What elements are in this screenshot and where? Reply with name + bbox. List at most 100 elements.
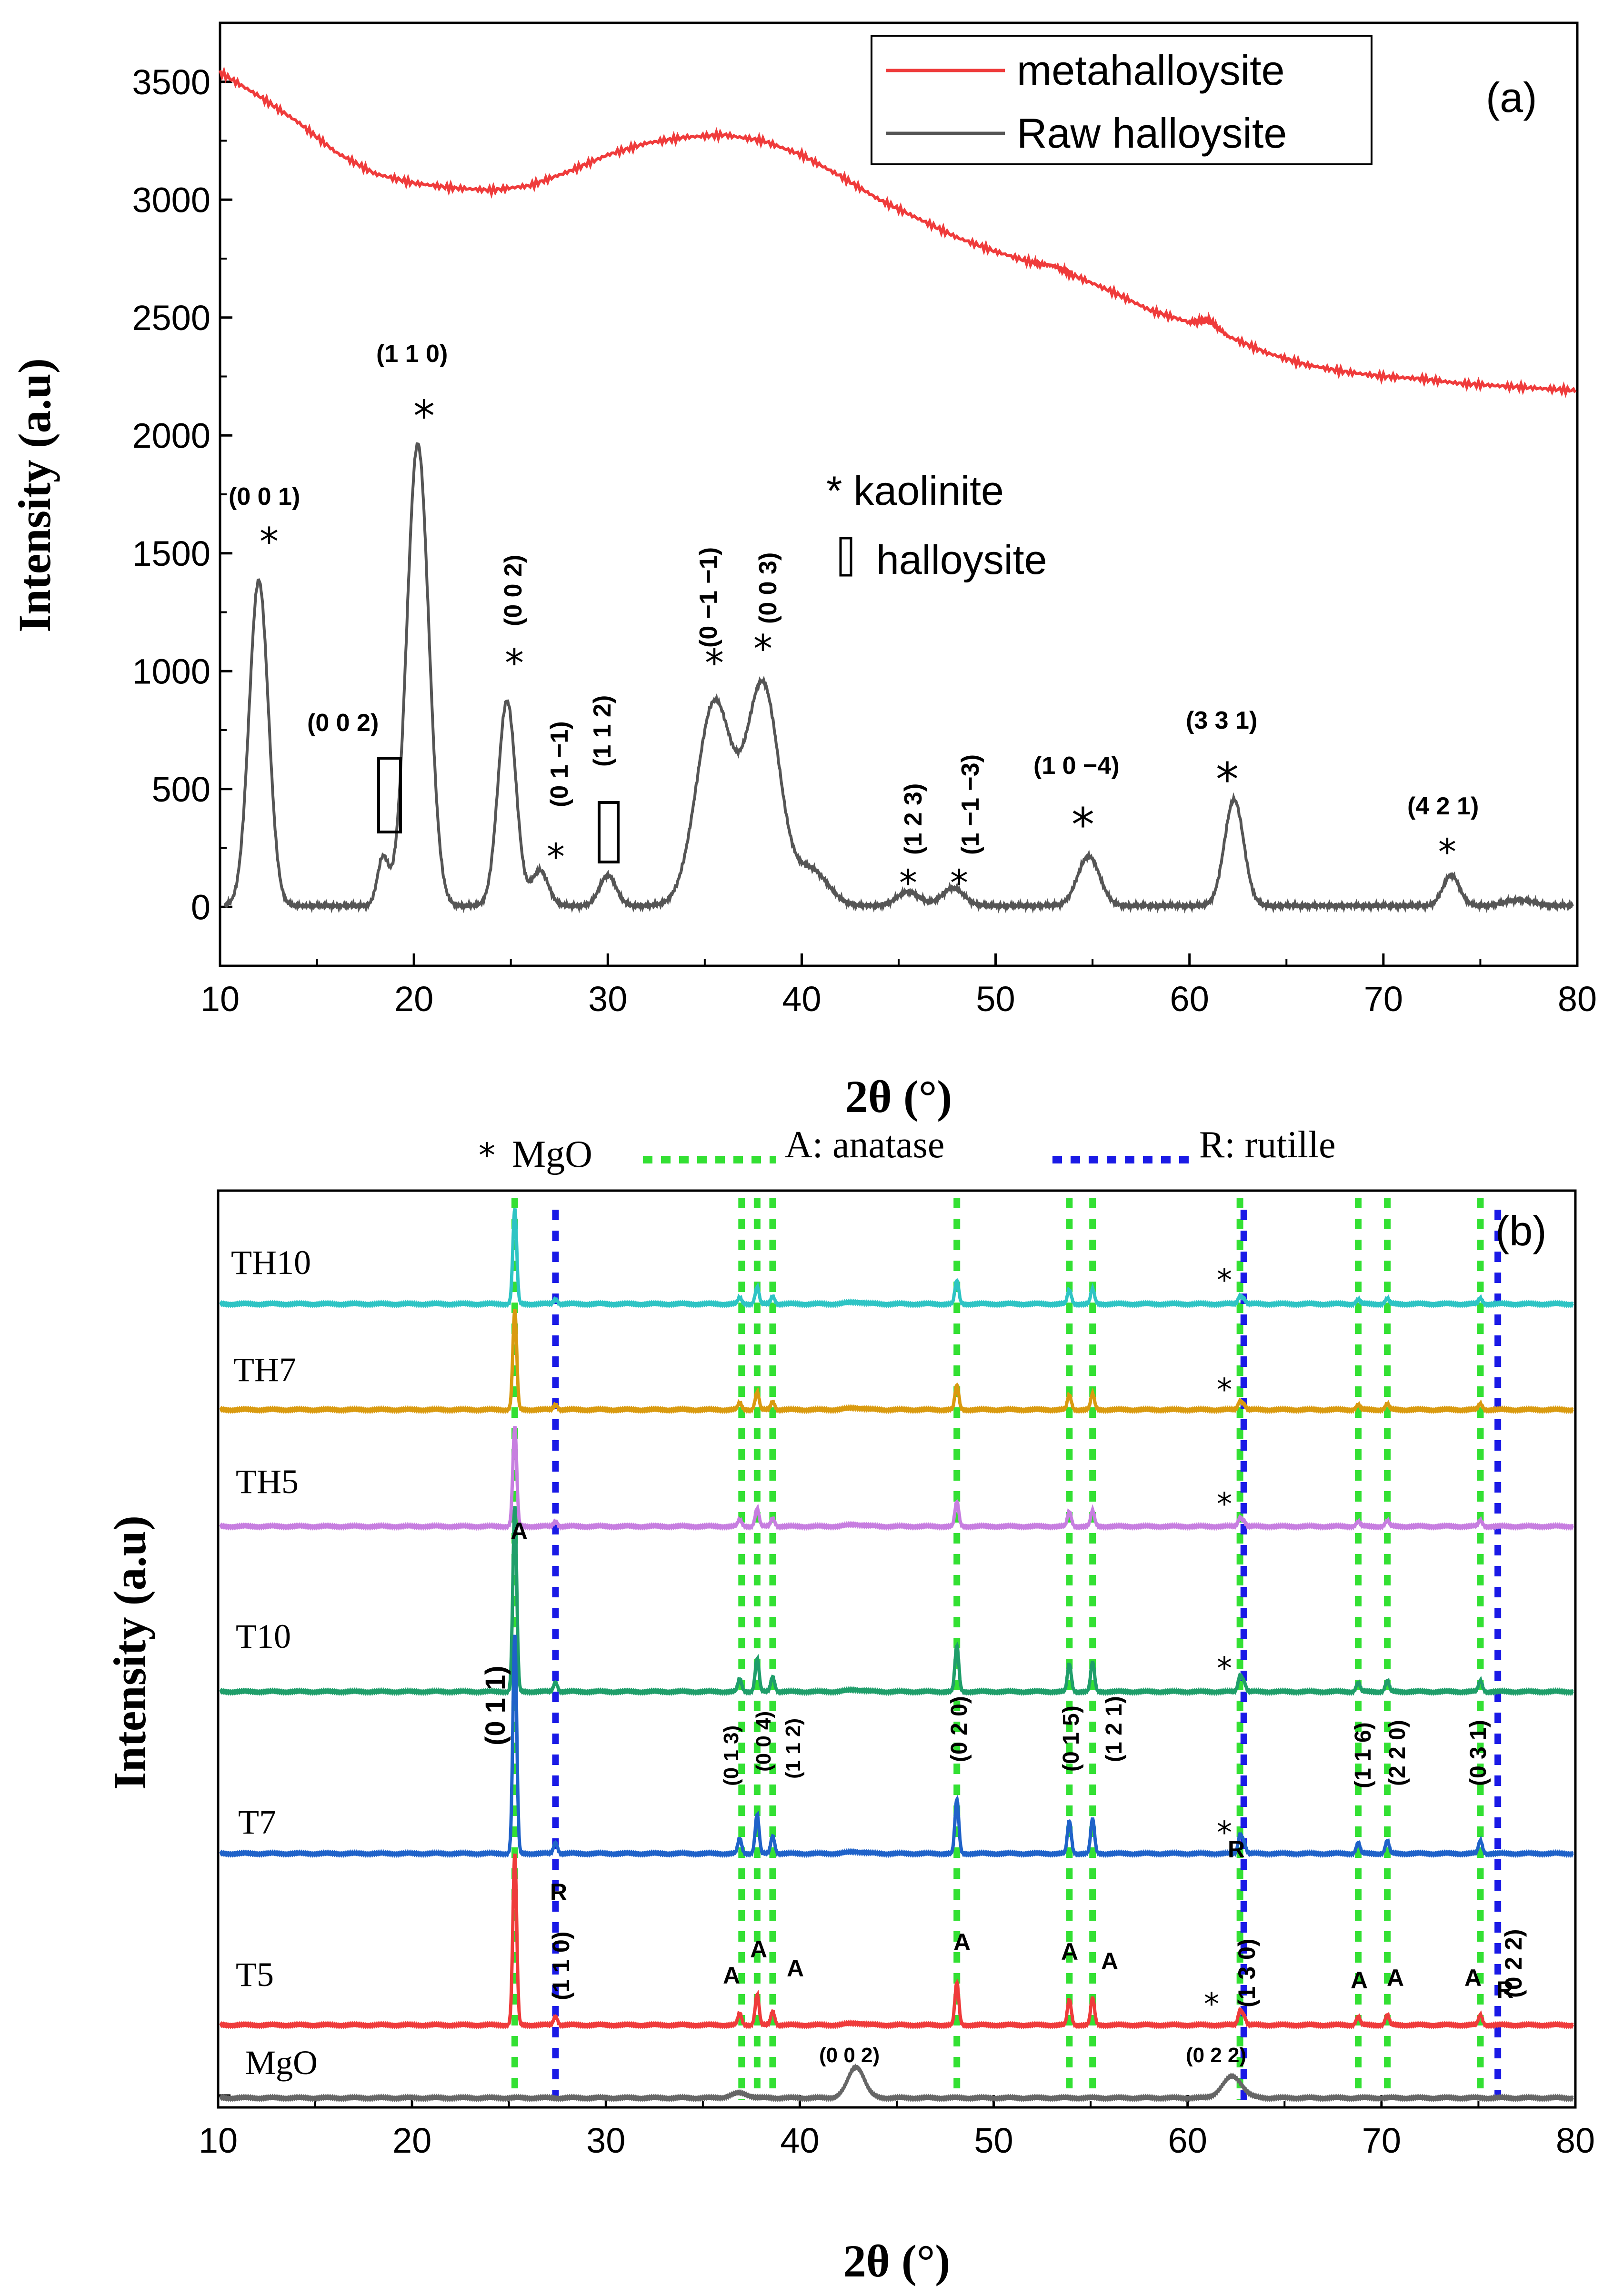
a-y-tick-label: 3500 [132, 62, 210, 102]
anatase-marker-t5-55: A [1101, 1948, 1118, 1975]
legend-label-metahalloysite: metahalloysite [1017, 47, 1285, 94]
b-x-tick-label: 20 [392, 2121, 431, 2160]
anatase-marker-t5-37: A [723, 1962, 740, 1989]
b-x-tick-label: 60 [1168, 2121, 1207, 2160]
panel-b-x-axis-title: 2θ (°) [843, 2236, 950, 2286]
legend-anatase: A: anatase [785, 1124, 944, 1166]
legend-rutile: R: rutille [1199, 1124, 1336, 1166]
sample-label-mgo: MgO [245, 2044, 318, 2082]
series-mgo [219, 2063, 1574, 2103]
mgo-star-t10: * [1217, 1651, 1232, 1686]
a-y-tick-label: 3000 [132, 180, 210, 220]
panel-a-x-axis-title: 2θ (°) [845, 1071, 952, 1122]
label-022-rutile: (0 2 2) [1500, 1929, 1527, 1998]
label-421: (4 2 1) [1407, 792, 1479, 820]
series-metahalloysite [219, 66, 1577, 398]
label-002-halloysite: (0 0 2) [307, 709, 379, 737]
label-015: (0 1 5) [1059, 1705, 1084, 1772]
label-112-anatase: (1 1 2) [781, 1718, 805, 1779]
a-y-tick-label: 1000 [132, 652, 210, 691]
sample-label-t5: T5 [236, 1955, 274, 1994]
kaolinite-star-10m4: * [1072, 798, 1094, 852]
kaolinite-star-003: * [753, 627, 772, 671]
series-t10 [219, 1506, 1574, 1696]
a-y-tick-label: 0 [191, 887, 210, 927]
a-x-tick-label: 50 [976, 979, 1015, 1019]
anatase-marker-t5-54: A [1061, 1938, 1078, 1965]
anatase-marker-t5-69: A [1351, 1967, 1368, 1994]
panel-a-y-axis-title: Intensity (a.u) [9, 358, 60, 632]
panel-b-y-axis-title: Intensity (a.u) [104, 1515, 155, 1790]
rutile-marker-t5-76: R [1496, 1976, 1513, 2003]
a-x-tick-label: 80 [1558, 979, 1597, 1019]
series-th5 [219, 1425, 1574, 1531]
a-y-tick-label: 1500 [132, 534, 210, 573]
label-220: (2 2 0) [1385, 1720, 1410, 1786]
panel-a-label: (a) [1486, 74, 1537, 121]
label-121: (1 2 1) [1102, 1696, 1127, 1762]
panel-a: 10 20 30 40 50 60 70 80 0 500 1000 1500 2000 2500 3000… [9, 21, 1597, 1122]
panel-b: 10 20 30 40 50 60 70 80 * MgO A: anatase R: rut… [104, 1124, 1595, 2286]
halloysite-marker-18-icon [377, 757, 402, 833]
label-0m1m1: (0 −1 −1) [695, 547, 722, 648]
sample-label-th10: TH10 [231, 1243, 311, 1282]
panel-a-legend: metahalloysite Raw halloysite [871, 35, 1373, 165]
series-t7 [219, 1634, 1574, 1858]
label-112: (1 1 2) [589, 695, 616, 767]
anatase-marker-th5: A [511, 1518, 528, 1544]
a-x-tick-label: 10 [200, 979, 240, 1019]
anatase-marker-t5-70: A [1387, 1965, 1404, 1991]
sample-label-t7: T7 [238, 1803, 276, 1841]
panel-b-reference-lines [511, 1198, 1502, 2100]
kaolinite-star-002: * [505, 641, 524, 685]
mgo-star-th10: * [1217, 1263, 1232, 1298]
label-011: (0 1 1) [480, 1665, 511, 1745]
panel-b-label: (b) [1495, 1207, 1547, 1254]
kaolinite-star-1m1m3: * [950, 862, 968, 904]
b-x-tick-label: 50 [974, 2121, 1013, 2160]
panel-b-ticks: 10 20 30 40 50 60 70 80 [199, 2094, 1595, 2160]
panel-a-series [219, 66, 1577, 914]
sample-label-th5: TH5 [236, 1463, 299, 1501]
sample-label-th7: TH7 [233, 1351, 296, 1389]
sample-label-t10: T10 [236, 1617, 291, 1655]
mgo-star-t7: * [1217, 1815, 1232, 1851]
anatase-marker-t5-75: A [1464, 1965, 1482, 1991]
panel-b-series [219, 1208, 1574, 2103]
label-116: (1 1 6) [1351, 1722, 1376, 1788]
anatase-marker-t5-39: A [787, 1955, 804, 1982]
kaolinite-star-123: * [899, 862, 917, 904]
a-x-tick-label: 70 [1364, 979, 1403, 1019]
kaolinite-star-331: * [1216, 753, 1239, 806]
kaolinite-star-421: * [1438, 831, 1456, 873]
key-halloysite: halloysite [876, 537, 1047, 583]
label-130: (1 3 0) [1233, 1938, 1260, 2007]
series-t5 [219, 1853, 1574, 2030]
rutile-marker-t5-27: R [550, 1879, 567, 1905]
halloysite-marker-30-icon [598, 801, 620, 863]
a-x-tick-label: 60 [1170, 979, 1209, 1019]
label-110-rutile: (1 1 0) [548, 1931, 574, 2000]
label-020: (0 2 0) [947, 1696, 972, 1762]
label-01m1: (0 1 −1) [546, 721, 573, 807]
kaolinite-star-110: * [413, 391, 435, 441]
label-110: (1 1 0) [376, 340, 448, 368]
label-123: (1 2 3) [900, 783, 927, 855]
series-th7 [219, 1309, 1574, 1414]
kaolinite-star-0m1m1: * [705, 641, 724, 685]
a-x-tick-label: 40 [782, 979, 821, 1019]
panel-a-ticks: 10 20 30 40 50 60 70 80 0 500 1000 1500 2000 2500 3000… [132, 62, 1597, 1019]
a-x-tick-label: 20 [394, 979, 433, 1019]
label-003: (0 0 3) [754, 552, 782, 624]
a-x-tick-label: 30 [588, 979, 627, 1019]
b-x-tick-label: 10 [199, 2121, 238, 2160]
a-y-tick-label: 2000 [132, 416, 210, 455]
key-kaolinite: * kaolinite [826, 468, 1004, 514]
legend-box [871, 35, 1373, 165]
a-y-tick-label: 500 [152, 770, 210, 809]
label-331: (3 3 1) [1186, 707, 1257, 734]
series-th10 [219, 1208, 1574, 1309]
label-001: (0 0 1) [229, 483, 300, 511]
label-mgo-022: (0 2 2) [1186, 2044, 1246, 2067]
